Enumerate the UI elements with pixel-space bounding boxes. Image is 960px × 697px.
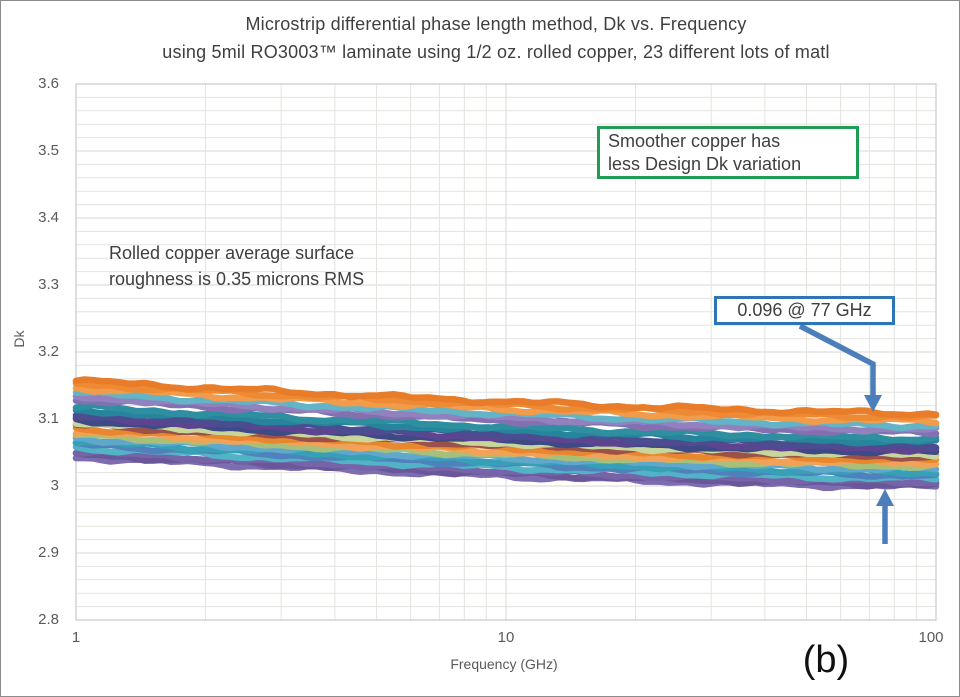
dk-spread-callout: 0.096 @ 77 GHz: [714, 296, 895, 325]
y-axis-title: Dk: [11, 330, 27, 348]
roughness-annotation: Rolled copper average surface roughness …: [109, 240, 364, 292]
y-tick-3.6: 3.6: [38, 75, 59, 92]
roughness-annotation-line1: Rolled copper average surface: [109, 243, 355, 263]
smoother-copper-callout-line2: less Design Dk variation: [608, 154, 802, 174]
x-tick-10: 10: [497, 629, 515, 646]
roughness-annotation-line2: roughness is 0.35 microns RMS: [109, 269, 365, 289]
figure-label: (b): [802, 639, 850, 681]
y-tick-2.9: 2.9: [38, 544, 59, 561]
x-tick-100: 100: [918, 629, 944, 646]
y-tick-3.4: 3.4: [38, 209, 59, 226]
y-tick-3.1: 3.1: [38, 410, 59, 427]
y-tick-3.2: 3.2: [38, 343, 59, 360]
x-axis-title: Frequency (GHz): [450, 656, 558, 672]
y-tick-2.8: 2.8: [38, 611, 59, 628]
x-tick-1: 1: [71, 629, 81, 646]
chart-title-line1: Microstrip differential phase length met…: [245, 14, 747, 34]
y-tick-3.3: 3.3: [38, 276, 59, 293]
chart-title-line2: using 5mil RO3003™ laminate using 1/2 oz…: [162, 42, 830, 62]
y-tick-3.5: 3.5: [38, 142, 59, 159]
smoother-copper-callout-line1: Smoother copper has: [608, 131, 781, 151]
smoother-copper-callout: Smoother copper has less Design Dk varia…: [597, 126, 859, 179]
y-tick-3: 3: [50, 477, 59, 494]
